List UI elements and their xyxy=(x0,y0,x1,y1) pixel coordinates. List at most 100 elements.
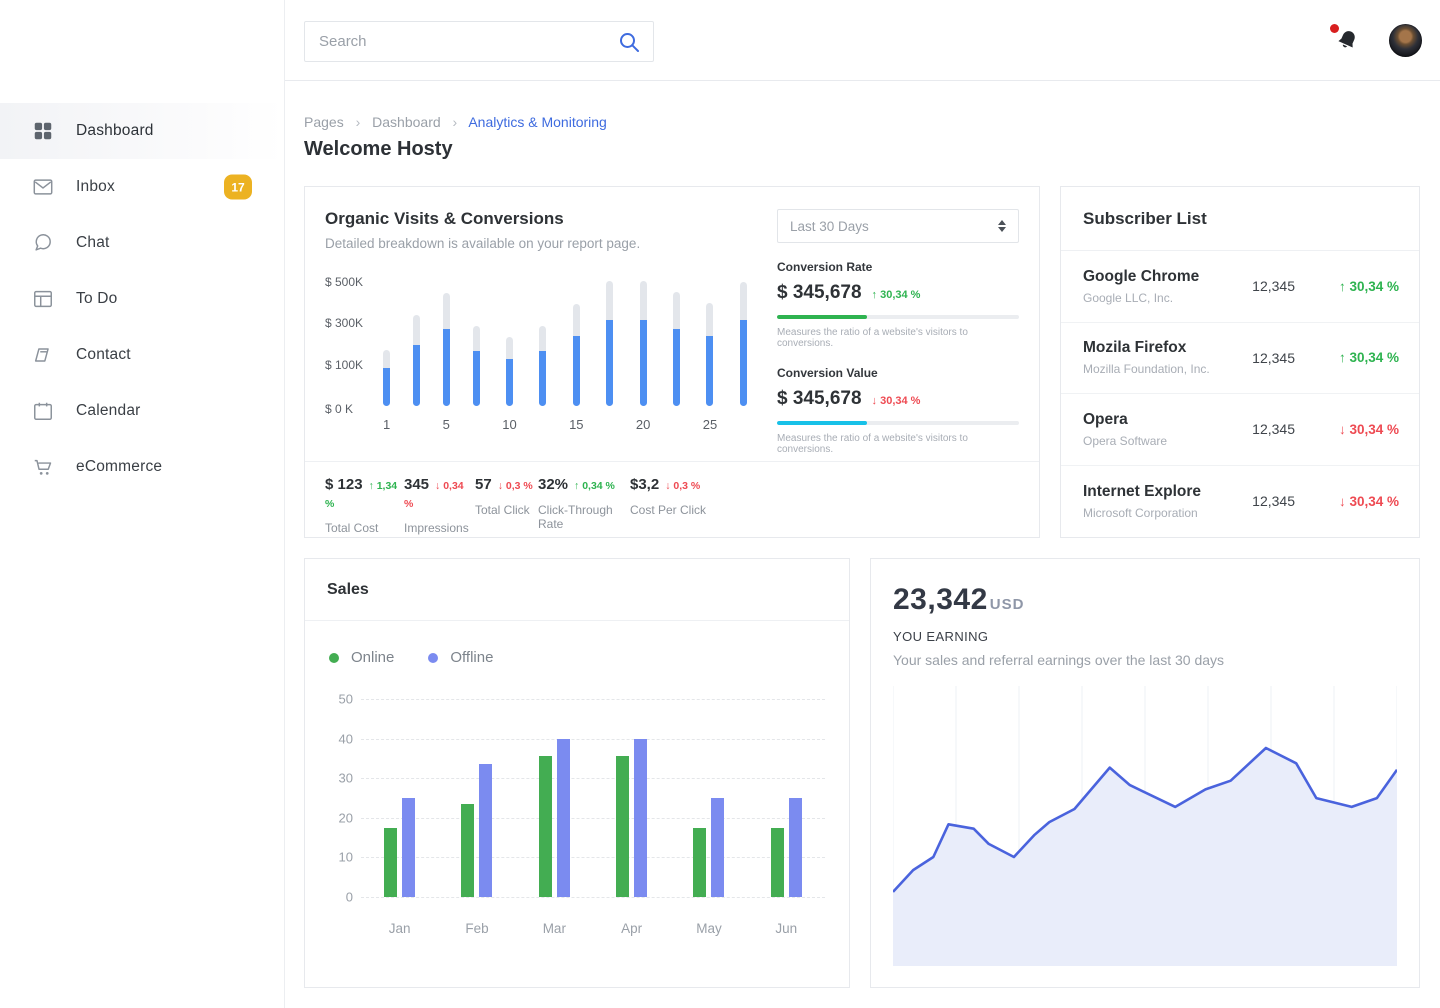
organic-bar-visits xyxy=(539,351,547,406)
organic-bar-visits xyxy=(383,368,391,406)
conversion-value-block: Conversion Value $ 345,678 ↓ 30,34 % Mea… xyxy=(777,366,1019,455)
stat-label: Click-Through Rate xyxy=(538,503,613,531)
bar-group-feb xyxy=(438,699,515,897)
sales-bar-online xyxy=(384,827,398,897)
x-tick-label: 10 xyxy=(502,417,517,432)
subscriber-name: Mozila Firefox xyxy=(1083,339,1187,357)
organic-bar-total xyxy=(505,337,513,406)
sales-bar-offline xyxy=(634,738,648,897)
legend-label: Offline xyxy=(450,649,494,666)
organic-card-subtitle: Detailed breakdown is available on your … xyxy=(325,236,641,251)
sidebar-item-chat[interactable]: Chat xyxy=(0,215,284,271)
conversion-rate-value: $ 345,678 xyxy=(777,282,862,303)
stat-label: Impressions xyxy=(404,521,469,535)
conversion-value-delta: ↓ 30,34 % xyxy=(871,395,921,407)
breadcrumb-pages[interactable]: Pages xyxy=(304,114,344,130)
chat-icon xyxy=(32,232,54,254)
organic-bar-total xyxy=(442,293,450,406)
subscriber-info: Opera Opera Software xyxy=(1083,411,1252,448)
x-tick-label: Jun xyxy=(775,921,798,936)
x-tick-label: Apr xyxy=(621,921,643,936)
stat-value: 345 xyxy=(404,476,430,493)
stat-delta: ↓ 0,3 % xyxy=(665,480,701,492)
area-fill xyxy=(893,748,1397,966)
legend-item-online[interactable]: Online xyxy=(329,649,394,666)
stat-value: $ 123 xyxy=(325,476,363,493)
organic-bar-visits xyxy=(412,345,420,406)
subscriber-row[interactable]: Mozila Firefox Mozilla Foundation, Inc. 12… xyxy=(1061,323,1419,394)
bar-group-mar xyxy=(516,699,593,897)
sidebar-item-label: To Do xyxy=(76,290,118,307)
earnings-area-chart xyxy=(893,686,1397,969)
search-icon[interactable] xyxy=(617,30,641,54)
sidebar-item-contact[interactable]: Contact xyxy=(0,327,284,383)
sidebar-item-dashboard[interactable]: Dashboard xyxy=(0,103,284,159)
bell-icon xyxy=(1338,31,1355,48)
x-tick-label: 15 xyxy=(569,417,584,432)
gridline xyxy=(361,857,825,859)
subscriber-value: 12,345 xyxy=(1252,493,1295,510)
subscriber-company: Mozilla Foundation, Inc. xyxy=(1083,362,1210,377)
sidebar-item-calendar[interactable]: Calendar xyxy=(0,383,284,439)
subscriber-value: 12,345 xyxy=(1252,349,1295,366)
y-tick-label: 20 xyxy=(338,810,353,826)
organic-visits-chart: $ 500K $ 300K $ 100K $ 0 K 1 5 10 15 20 25 xyxy=(325,275,753,432)
sidebar-item-label: Calendar xyxy=(76,402,141,419)
organic-bar-total xyxy=(383,350,391,406)
organic-bar-total xyxy=(539,326,547,406)
subscriber-company: Microsoft Corporation xyxy=(1083,505,1198,520)
stat-label: Total Cost xyxy=(325,521,379,535)
search-input[interactable] xyxy=(305,33,617,50)
subscriber-row[interactable]: Internet Explore Microsoft Corporation 12,… xyxy=(1061,466,1419,538)
subscriber-info: Google Chrome Google LLC, Inc. xyxy=(1083,268,1252,305)
legend-dot-icon xyxy=(329,652,339,663)
calendar-icon xyxy=(32,400,54,422)
conversion-value-caption: Measures the ratio of a website's visito… xyxy=(777,433,968,455)
organic-bar xyxy=(472,281,480,432)
subscriber-company: Opera Software xyxy=(1083,433,1168,448)
x-tick-label: 20 xyxy=(635,417,651,432)
earnings-card: 23,342 USD YOU EARNING Your sales and re… xyxy=(870,558,1420,988)
stat-impressions: 345 ↓ 0,34 % Impressions xyxy=(404,476,475,537)
y-tick-label: $ 100K xyxy=(325,358,364,372)
subscriber-row[interactable]: Opera Opera Software 12,345 ↓ 30,34 % xyxy=(1061,394,1419,466)
period-select-value: Last 30 Days xyxy=(790,218,869,234)
sidebar-item-inbox[interactable]: Inbox 17 xyxy=(0,159,284,215)
sidebar-item-to-do[interactable]: To Do xyxy=(0,271,284,327)
breadcrumb-current[interactable]: Analytics & Monitoring xyxy=(468,114,607,130)
x-tick-label: May xyxy=(696,921,722,936)
subscriber-value: 12,345 xyxy=(1252,421,1295,438)
organic-bar-visits xyxy=(639,320,647,406)
sales-chart-plot xyxy=(361,699,825,898)
y-tick-label: 0 xyxy=(345,889,353,905)
earnings-caption: Your sales and referral earnings over th… xyxy=(893,652,1225,668)
earnings-currency: USD xyxy=(989,596,1025,613)
notifications-button[interactable] xyxy=(1330,22,1364,58)
organic-bar-total xyxy=(706,303,714,406)
organic-bar-visits xyxy=(673,329,681,406)
subscriber-delta: ↓ 30,34 % xyxy=(1338,493,1399,509)
sales-chart-x-axis: Jan Feb Mar Apr May Jun xyxy=(361,921,825,936)
x-tick-label: Jan xyxy=(388,921,411,936)
stat-delta: ↓ 0,34 % xyxy=(404,480,464,510)
sales-bar-online xyxy=(538,756,552,897)
breadcrumb: Pages › Dashboard › Analytics & Monitori… xyxy=(304,114,607,130)
breadcrumb-dashboard[interactable]: Dashboard xyxy=(372,114,441,130)
stat-click-through-rate: 32% ↑ 0,34 % Click-Through Rate xyxy=(538,476,630,537)
avatar[interactable] xyxy=(1389,24,1422,57)
organic-bar xyxy=(412,281,420,432)
period-select[interactable]: Last 30 Days xyxy=(777,209,1019,243)
sidebar-item-label: Inbox xyxy=(76,178,115,195)
sidebar-item-ecommerce[interactable]: eCommerce xyxy=(0,439,284,495)
x-tick-label: Mar xyxy=(542,921,566,936)
sales-legend: Online Offline xyxy=(305,621,849,666)
subscriber-list-title: Subscriber List xyxy=(1083,208,1207,228)
stat-cost-per-click: $3,2 ↓ 0,3 % Cost Per Click xyxy=(630,476,750,537)
select-arrows-icon xyxy=(998,220,1006,232)
organic-bar-total xyxy=(739,282,747,406)
subscriber-row[interactable]: Google Chrome Google LLC, Inc. 12,345 ↑ 30,… xyxy=(1061,251,1419,323)
organic-bar-visits xyxy=(505,359,513,406)
subscriber-info: Mozila Firefox Mozilla Foundation, Inc. xyxy=(1083,339,1252,376)
sales-chart: 50 40 30 20 10 0 Jan Feb Mar Apr May Jun xyxy=(327,692,825,951)
legend-item-offline[interactable]: Offline xyxy=(428,649,493,666)
